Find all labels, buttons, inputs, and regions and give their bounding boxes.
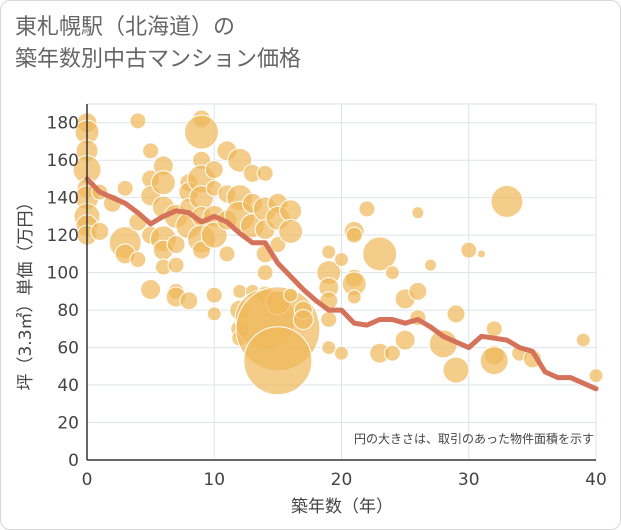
x-tick-label: 20 <box>331 470 353 490</box>
data-bubble <box>358 200 376 218</box>
bubble-layer <box>72 109 604 396</box>
data-bubble <box>166 235 186 255</box>
y-tick-label: 180 <box>47 114 79 134</box>
data-bubble <box>424 258 438 272</box>
data-bubble <box>345 226 363 244</box>
average-price-line <box>84 176 599 392</box>
data-bubble <box>362 236 398 272</box>
data-bubble <box>479 346 509 376</box>
data-bubble <box>243 326 313 396</box>
data-bubble <box>204 160 224 180</box>
data-bubble <box>218 245 236 263</box>
x-tick-label: 10 <box>203 470 225 490</box>
data-bubble <box>167 256 185 274</box>
x-tick-label: 30 <box>458 470 480 490</box>
data-bubble <box>278 218 304 244</box>
data-bubble <box>200 221 228 249</box>
y-tick-label: 0 <box>68 451 79 471</box>
data-bubble <box>476 249 486 259</box>
data-bubble <box>394 329 416 351</box>
data-bubble <box>129 112 147 130</box>
data-bubble <box>256 164 274 182</box>
y-tick-label: 100 <box>47 264 79 284</box>
data-bubble <box>320 310 338 328</box>
data-bubble <box>383 344 401 362</box>
data-bubble <box>292 308 314 330</box>
data-bubble <box>283 287 299 303</box>
x-tick-label: 0 <box>82 470 93 490</box>
data-bubble <box>129 251 147 269</box>
data-bubble <box>179 291 199 311</box>
data-bubble <box>346 289 362 305</box>
data-bubble <box>321 340 337 356</box>
trend-line-layer <box>84 176 599 392</box>
data-bubble <box>460 241 478 259</box>
data-bubble <box>321 244 337 260</box>
chart-title-line-1: 東札幌駅（北海道）の <box>15 15 236 40</box>
data-bubble <box>256 264 274 282</box>
data-bubble <box>150 170 176 196</box>
y-tick-label: 40 <box>57 376 79 396</box>
y-tick-label: 80 <box>57 301 79 321</box>
data-bubble <box>279 199 303 223</box>
data-bubble <box>90 221 110 241</box>
y-tick-label: 60 <box>57 339 79 359</box>
data-bubble <box>205 286 223 304</box>
data-bubble <box>575 332 591 348</box>
data-bubble <box>384 265 400 281</box>
data-bubble <box>334 252 349 268</box>
data-bubble <box>446 304 466 324</box>
data-bubble <box>411 206 425 220</box>
data-bubble <box>442 356 470 384</box>
data-bubble <box>142 142 160 160</box>
y-tick-label: 120 <box>47 226 79 246</box>
data-bubble <box>227 147 253 173</box>
data-bubble <box>184 114 220 150</box>
data-bubble <box>490 184 524 218</box>
data-bubble <box>269 236 287 254</box>
data-bubble <box>140 278 162 300</box>
bubble-size-note: 円の大きさは、取引のあった物件面積を示す <box>354 431 594 446</box>
data-bubble <box>232 283 248 299</box>
chart-title: 東札幌駅（北海道）の 築年数別中古マンション価格 <box>15 12 301 76</box>
data-bubble <box>588 368 604 384</box>
x-tick-label: 40 <box>585 470 607 490</box>
tick-labels: 0 20 40 60 80 100 120 140 160 180 0 10 20 30 40 <box>47 114 607 490</box>
data-bubble <box>408 281 428 301</box>
data-bubble <box>485 320 503 338</box>
y-tick-label: 140 <box>47 189 79 209</box>
data-bubble <box>116 179 134 197</box>
x-axis-label: 築年数（年） <box>291 497 393 517</box>
y-axis-label: 坪（3.3㎡）単価（万円） <box>16 193 36 390</box>
data-bubble <box>206 306 222 322</box>
y-tick-label: 160 <box>47 151 79 171</box>
axes <box>86 104 596 461</box>
data-bubble <box>334 345 349 361</box>
chart-title-line-2: 築年数別中古マンション価格 <box>15 47 302 72</box>
y-tick-label: 20 <box>57 414 79 434</box>
